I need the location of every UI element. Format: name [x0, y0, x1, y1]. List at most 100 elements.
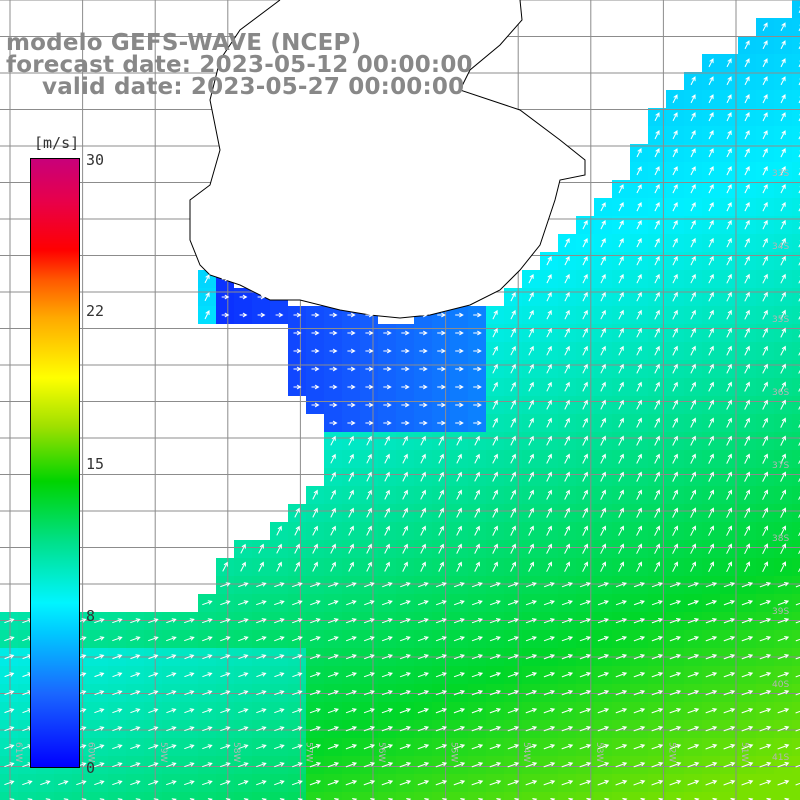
wind-vector-arrow [76, 780, 87, 786]
latitude-label: 36S [772, 388, 789, 398]
wind-vector-arrow [672, 417, 678, 428]
wind-vector-arrow [400, 582, 411, 588]
wind-vector-arrow [148, 618, 159, 624]
wind-speed-cell [792, 414, 800, 432]
wind-vector-arrow [546, 327, 552, 338]
wind-vector-arrow [723, 708, 736, 714]
wind-vector-arrow [294, 561, 300, 572]
wind-vector-arrow [471, 762, 484, 768]
wind-vector-arrow [292, 744, 303, 750]
wind-vector-arrow [564, 399, 570, 410]
wind-vector-arrow [437, 402, 446, 408]
wind-vector-arrow [473, 312, 482, 318]
wind-vector-arrow [347, 402, 356, 408]
wind-vector-arrow [256, 690, 267, 696]
wind-vector-arrow [492, 543, 498, 554]
wind-vector-arrow [597, 618, 609, 624]
wind-vector-arrow [510, 381, 516, 392]
wind-vector-arrow [561, 636, 574, 642]
wind-vector-arrow [708, 543, 714, 554]
wind-vector-arrow [435, 654, 447, 660]
wind-vector-arrow [473, 384, 482, 390]
wind-speed-cell [414, 792, 432, 800]
wind-vector-arrow [690, 148, 696, 158]
wind-vector-arrow [741, 618, 754, 624]
wind-vector-arrow [723, 779, 736, 786]
wind-vector-arrow [600, 345, 606, 356]
wind-vector-arrow [762, 363, 768, 374]
wind-vector-arrow [417, 744, 430, 750]
wind-vector-arrow [402, 489, 408, 500]
wind-vector-arrow [615, 618, 628, 624]
wind-vector-arrow [687, 744, 700, 750]
wind-speed-cell [630, 792, 648, 800]
wind-vector-arrow [256, 708, 267, 714]
wind-vector-arrow [204, 292, 210, 302]
wind-vector-arrow [690, 453, 696, 464]
wind-vector-arrow [564, 273, 570, 284]
wind-vector-arrow [636, 166, 642, 176]
wind-vector-arrow [564, 453, 570, 464]
wind-vector-arrow [726, 273, 732, 284]
wind-vector-arrow [94, 690, 105, 696]
wind-vector-arrow [471, 780, 484, 786]
wind-vector-arrow [238, 582, 249, 588]
wind-vector-arrow [184, 636, 195, 642]
wind-vector-arrow [708, 291, 714, 302]
wind-vector-arrow [528, 543, 534, 554]
wind-vector-arrow [780, 363, 786, 374]
wind-vector-arrow [384, 561, 390, 572]
wind-vector-arrow [528, 345, 534, 356]
wind-vector-arrow [543, 582, 555, 588]
wind-vector-arrow [453, 618, 465, 624]
wind-vector-arrow [669, 726, 682, 732]
wind-vector-arrow [582, 489, 588, 500]
wind-vector-arrow [221, 312, 230, 318]
wind-vector-arrow [636, 543, 642, 554]
wind-vector-arrow [744, 489, 750, 500]
wind-vector-arrow [669, 708, 682, 714]
wind-vector-arrow [94, 654, 105, 660]
wind-vector-arrow [618, 291, 624, 302]
wind-vector-arrow [762, 40, 768, 50]
wind-vector-arrow [705, 618, 718, 624]
wind-vector-arrow [294, 543, 300, 554]
wind-vector-arrow [777, 743, 790, 750]
wind-vector-arrow [473, 348, 482, 354]
wind-vector-arrow [600, 291, 606, 302]
wind-vector-arrow [366, 471, 372, 482]
wind-vector-arrow [345, 780, 358, 786]
wind-vector-arrow [455, 384, 464, 390]
wind-speed-cell [792, 54, 800, 72]
wind-vector-arrow [582, 543, 588, 554]
wind-vector-arrow [597, 726, 610, 732]
wind-vector-arrow [94, 726, 105, 732]
wind-vector-arrow [777, 672, 790, 678]
wind-speed-cell [774, 792, 792, 800]
wind-vector-arrow [726, 112, 732, 122]
wind-speed-cell [288, 792, 306, 800]
wind-vector-arrow [708, 201, 714, 212]
wind-vector-arrow [510, 291, 516, 302]
wind-vector-arrow [402, 543, 408, 554]
wind-vector-arrow [687, 654, 700, 660]
wind-vector-arrow [672, 237, 678, 248]
wind-speed-cell [666, 792, 684, 800]
wind-vector-arrow [329, 330, 338, 336]
wind-vector-arrow [726, 327, 732, 338]
wind-vector-arrow [438, 471, 444, 482]
wind-vector-arrow [564, 561, 570, 572]
wind-vector-arrow [690, 166, 696, 176]
wind-vector-arrow [672, 363, 678, 374]
wind-vector-arrow [94, 672, 105, 678]
wind-vector-arrow [633, 582, 645, 588]
wind-speed-cell [792, 0, 800, 18]
wind-vector-arrow [471, 600, 483, 606]
wind-vector-arrow [777, 725, 790, 732]
wind-vector-arrow [744, 561, 751, 573]
wind-vector-arrow [239, 312, 248, 318]
wind-vector-arrow [564, 471, 570, 482]
wind-vector-arrow [348, 489, 354, 500]
wind-vector-arrow [762, 147, 768, 158]
wind-vector-arrow [777, 600, 790, 606]
